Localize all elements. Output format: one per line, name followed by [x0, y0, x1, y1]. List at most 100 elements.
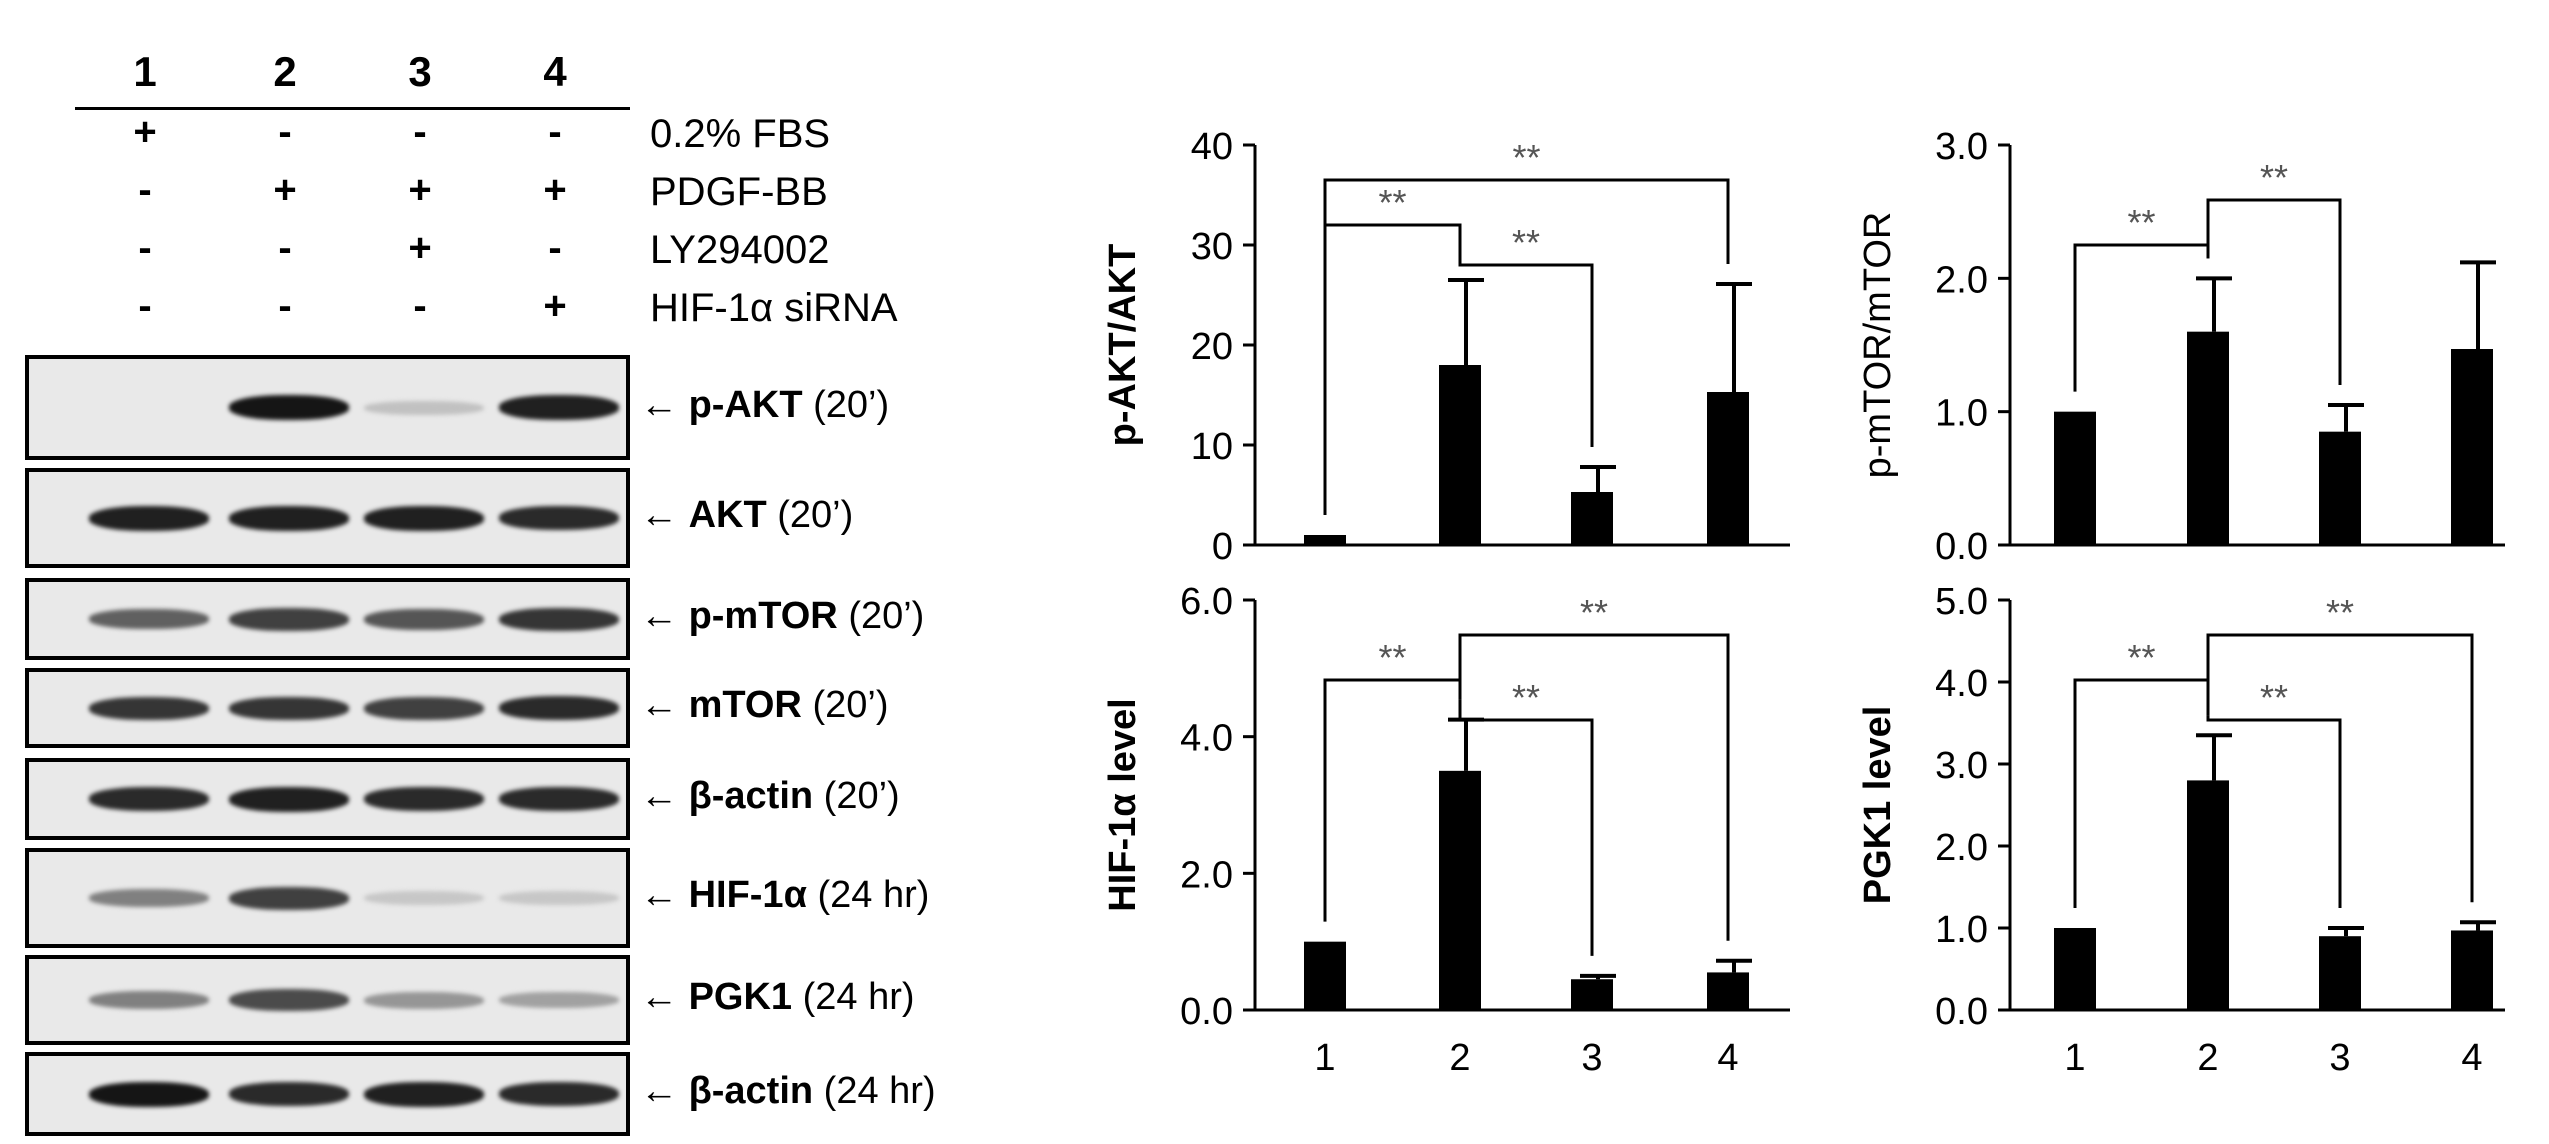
x-tick-label: 2	[2197, 1037, 2218, 1079]
left-arrow-icon: ←	[640, 1070, 678, 1112]
blot-label: ← p-mTOR (20’)	[640, 595, 924, 638]
y-tick-label: 0.0	[1935, 991, 1988, 1033]
blot-strip	[25, 355, 630, 460]
blot-band	[364, 992, 484, 1009]
treatment-label: 0.2% FBS	[650, 112, 831, 156]
significance-label: **	[1580, 592, 1608, 633]
protein-name: β-actin	[688, 775, 814, 817]
blot-band	[364, 401, 484, 415]
y-tick-label: 2.0	[1935, 827, 1988, 869]
blot-band	[229, 395, 349, 420]
significance-label: **	[2127, 202, 2155, 243]
significance-bracket	[1323, 223, 1462, 515]
significance-label: **	[1378, 182, 1406, 223]
chart-2: 0.0 2.0 4.0 6.0 HIF-1α level 1 2 3 4 ** ** **	[1102, 581, 1790, 1079]
treatment-label: PDGF-BB	[650, 170, 828, 214]
blot-band	[229, 697, 349, 720]
left-arrow-icon: ←	[640, 775, 678, 817]
significance-label: **	[1512, 677, 1540, 718]
y-tick-label: 20	[1191, 326, 1233, 368]
blot-strip	[25, 668, 630, 748]
treatment-sign: -	[278, 226, 292, 270]
blot-label: ← PGK1 (24 hr)	[640, 976, 915, 1019]
lane-number: 3	[408, 48, 432, 95]
treatment-label: HIF-1α siRNA	[650, 286, 898, 330]
y-tick-label: 1.0	[1935, 393, 1988, 435]
y-tick-label: 3.0	[1935, 745, 1988, 787]
blot-strip	[25, 468, 630, 568]
time-point: (24 hr)	[817, 874, 930, 916]
treatment-sign: -	[138, 284, 152, 328]
blot-band	[229, 608, 349, 631]
blot-band	[499, 608, 619, 631]
significance-label: **	[2326, 592, 2354, 633]
blot-strip	[25, 955, 630, 1045]
bar	[1304, 535, 1346, 545]
left-arrow-icon: ←	[640, 595, 678, 637]
blot-label: ← HIF-1α (24 hr)	[640, 874, 929, 917]
bar	[2187, 331, 2229, 545]
blot-band	[229, 1082, 349, 1106]
y-tick-label: 2.0	[1180, 854, 1233, 896]
blot-strip	[25, 848, 630, 948]
significance-bracket	[1458, 260, 1594, 447]
blot-strip	[25, 578, 630, 660]
y-tick-label: 1.0	[1935, 909, 1988, 951]
y-tick-label: 0.0	[1935, 526, 1988, 568]
y-tick-label: 10	[1191, 426, 1233, 468]
x-tick-label: 3	[1581, 1037, 1602, 1079]
x-tick-label: 1	[1314, 1037, 1335, 1079]
bar	[2054, 928, 2096, 1010]
treatment-sign: -	[413, 110, 427, 154]
y-axis-label: PGK1 level	[1857, 706, 1899, 905]
bar	[1439, 770, 1481, 1010]
treatment-sign: +	[273, 168, 297, 212]
protein-name: HIF-1α	[688, 874, 807, 916]
y-axis-label: p-mTOR/mTOR	[1857, 212, 1899, 479]
significance-label: **	[1512, 222, 1540, 263]
chart-0: 0 10 20 30 40 p-AKT/AKT ** ** **	[1102, 126, 1790, 568]
x-tick-label: 1	[2064, 1037, 2085, 1079]
blot-band	[499, 992, 619, 1008]
treatment-sign: -	[548, 110, 562, 154]
bar	[2451, 930, 2493, 1010]
y-tick-label: 6.0	[1180, 581, 1233, 623]
bar	[2187, 780, 2229, 1010]
bar	[2319, 431, 2361, 545]
protein-name: β-actin	[688, 1070, 814, 1112]
left-arrow-icon: ←	[640, 976, 678, 1018]
y-tick-label: 4.0	[1935, 663, 1988, 705]
significance-label: **	[2260, 677, 2288, 718]
time-point: (20’)	[823, 775, 900, 817]
lane-number: 4	[543, 48, 567, 95]
treatment-sign: +	[408, 226, 432, 270]
blot-label: ← p-AKT (20’)	[640, 384, 889, 427]
blot-band	[364, 506, 484, 531]
x-tick-label: 4	[2461, 1037, 2482, 1079]
significance-bracket	[2073, 678, 2210, 908]
blot-band	[364, 609, 484, 630]
blot-band	[89, 697, 209, 720]
blot-strip	[25, 758, 630, 840]
blot-band	[229, 506, 349, 531]
treatment-sign: -	[548, 226, 562, 270]
time-point: (24 hr)	[802, 976, 915, 1018]
protein-name: p-AKT	[688, 383, 803, 426]
y-axis-label: p-AKT/AKT	[1102, 244, 1144, 447]
treatment-sign: +	[408, 168, 432, 212]
left-arrow-icon: ←	[640, 383, 678, 426]
treatment-label: LY294002	[650, 228, 830, 272]
lane-header-divider	[75, 107, 630, 110]
lane-number: 1	[133, 48, 157, 95]
y-tick-label: 2.0	[1935, 259, 1988, 301]
blot-band	[229, 887, 349, 910]
lane-number: 2	[273, 48, 297, 95]
y-tick-label: 3.0	[1935, 126, 1988, 168]
blot-band	[499, 395, 619, 420]
blot-band	[499, 696, 619, 720]
x-tick-label: 3	[2329, 1037, 2350, 1079]
treatment-sign: -	[278, 284, 292, 328]
y-tick-label: 4.0	[1180, 718, 1233, 760]
blot-label: ← β-actin (24 hr)	[640, 1070, 936, 1113]
x-tick-label: 2	[1449, 1037, 1470, 1079]
